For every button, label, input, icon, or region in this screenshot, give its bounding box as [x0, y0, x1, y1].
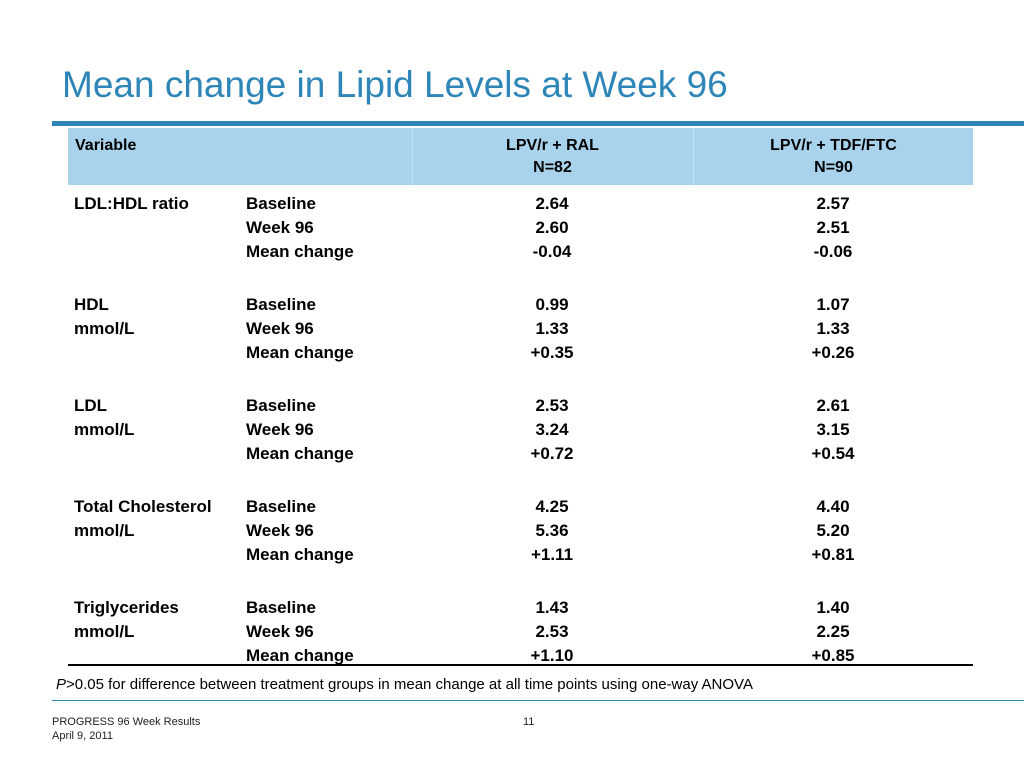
metric-week96: Week 96 — [246, 622, 314, 641]
variable-unit: mmol/L — [74, 420, 135, 439]
value-cell: 2.51 — [816, 218, 850, 237]
variable-label: HDL mmol/L — [74, 293, 246, 341]
header-arm-1-n: N=82 — [533, 159, 572, 176]
value-cell: 2.60 — [535, 218, 569, 237]
table-row-group: LDL mmol/L Baseline Week 96 Mean change … — [68, 394, 973, 495]
header-arm-1: LPV/r + RAL N=82 — [412, 128, 692, 185]
metric-baseline: Baseline — [246, 598, 316, 617]
footnote-p-symbol: P — [56, 676, 67, 693]
table-row-group: LDL:HDL ratio Baseline Week 96 Mean chan… — [68, 192, 973, 293]
header-arm-2-name: LPV/r + TDF/FTC — [770, 137, 897, 154]
arm-1-values: 1.43 2.53 +1.10 — [412, 596, 692, 668]
value-cell: 1.40 — [816, 598, 850, 617]
variable-unit: mmol/L — [74, 521, 135, 540]
metric-mean-change: Mean change — [246, 545, 354, 564]
metric-week96: Week 96 — [246, 218, 314, 237]
value-cell: 4.25 — [535, 497, 569, 516]
metric-mean-change: Mean change — [246, 444, 354, 463]
footer-divider — [52, 700, 1024, 701]
variable-unit: mmol/L — [74, 622, 135, 641]
metric-labels: Baseline Week 96 Mean change — [246, 293, 416, 365]
value-cell: -0.06 — [813, 242, 853, 261]
value-cell: 1.43 — [535, 598, 569, 617]
value-cell: 3.15 — [816, 420, 850, 439]
metric-mean-change: Mean change — [246, 646, 354, 665]
variable-label: LDL mmol/L — [74, 394, 246, 442]
value-cell: 5.36 — [535, 521, 569, 540]
metric-week96: Week 96 — [246, 319, 314, 338]
table-header: Variable LPV/r + RAL N=82 LPV/r + TDF/FT… — [68, 128, 973, 185]
value-cell: 1.33 — [535, 319, 569, 338]
metric-mean-change: Mean change — [246, 343, 354, 362]
value-cell: +0.85 — [811, 646, 855, 665]
value-cell: 2.61 — [816, 396, 850, 415]
variable-name: Total Cholesterol — [74, 497, 212, 516]
value-cell: 5.20 — [816, 521, 850, 540]
metric-week96: Week 96 — [246, 420, 314, 439]
table-row-group: Total Cholesterol mmol/L Baseline Week 9… — [68, 495, 973, 596]
table-body: LDL:HDL ratio Baseline Week 96 Mean chan… — [68, 192, 973, 697]
variable-label: Total Cholesterol mmol/L — [74, 495, 246, 543]
footer-info: PROGRESS 96 Week Results April 9, 2011 — [52, 715, 200, 743]
table-row-group: Triglycerides mmol/L Baseline Week 96 Me… — [68, 596, 973, 697]
metric-week96: Week 96 — [246, 521, 314, 540]
metric-baseline: Baseline — [246, 396, 316, 415]
metric-labels: Baseline Week 96 Mean change — [246, 192, 416, 264]
footer-date: April 9, 2011 — [52, 730, 113, 742]
metric-labels: Baseline Week 96 Mean change — [246, 495, 416, 567]
arm-1-values: 2.64 2.60 -0.04 — [412, 192, 692, 264]
arm-1-values: 0.99 1.33 +0.35 — [412, 293, 692, 365]
value-cell: +0.54 — [811, 444, 855, 463]
value-cell: 2.25 — [816, 622, 850, 641]
arm-1-values: 2.53 3.24 +0.72 — [412, 394, 692, 466]
variable-label: LDL:HDL ratio — [74, 192, 246, 216]
table-row-group: HDL mmol/L Baseline Week 96 Mean change … — [68, 293, 973, 394]
header-arm-1-name: LPV/r + RAL — [506, 137, 599, 154]
metric-baseline: Baseline — [246, 497, 316, 516]
table-bottom-rule — [68, 664, 973, 666]
variable-label: Triglycerides mmol/L — [74, 596, 246, 644]
variable-name: HDL — [74, 295, 109, 314]
metric-labels: Baseline Week 96 Mean change — [246, 394, 416, 466]
value-cell: 4.40 — [816, 497, 850, 516]
arm-2-values: 2.61 3.15 +0.54 — [693, 394, 973, 466]
value-cell: +0.81 — [811, 545, 855, 564]
value-cell: 1.33 — [816, 319, 850, 338]
value-cell: +0.26 — [811, 343, 855, 362]
metric-mean-change: Mean change — [246, 242, 354, 261]
value-cell: 1.07 — [816, 295, 850, 314]
value-cell: 2.64 — [535, 194, 569, 213]
arm-1-values: 4.25 5.36 +1.11 — [412, 495, 692, 567]
value-cell: -0.04 — [532, 242, 572, 261]
value-cell: 0.99 — [535, 295, 569, 314]
variable-name: LDL:HDL ratio — [74, 194, 189, 213]
variable-name: Triglycerides — [74, 598, 179, 617]
value-cell: +0.72 — [530, 444, 574, 463]
metric-baseline: Baseline — [246, 295, 316, 314]
value-cell: 2.53 — [535, 622, 569, 641]
header-arm-2-n: N=90 — [814, 159, 853, 176]
header-variable: Variable — [75, 137, 137, 154]
arm-2-values: 2.57 2.51 -0.06 — [693, 192, 973, 264]
value-cell: +1.11 — [530, 545, 574, 564]
slide-title: Mean change in Lipid Levels at Week 96 — [62, 64, 728, 105]
header-arm-2: LPV/r + TDF/FTC N=90 — [693, 128, 973, 185]
value-cell: 2.53 — [535, 396, 569, 415]
arm-2-values: 1.07 1.33 +0.26 — [693, 293, 973, 365]
arm-2-values: 1.40 2.25 +0.85 — [693, 596, 973, 668]
metric-labels: Baseline Week 96 Mean change — [246, 596, 416, 668]
arm-2-values: 4.40 5.20 +0.81 — [693, 495, 973, 567]
page-number: 11 — [523, 716, 535, 728]
title-divider — [52, 121, 1024, 126]
value-cell: +0.35 — [530, 343, 574, 362]
footnote: P>0.05 for difference between treatment … — [56, 676, 753, 693]
value-cell: +1.10 — [530, 646, 574, 665]
metric-baseline: Baseline — [246, 194, 316, 213]
footnote-text: >0.05 for difference between treatment g… — [66, 676, 753, 693]
variable-name: LDL — [74, 396, 108, 415]
footer-presentation-name: PROGRESS 96 Week Results — [52, 716, 201, 728]
value-cell: 2.57 — [816, 194, 850, 213]
value-cell: 3.24 — [535, 420, 569, 439]
variable-unit: mmol/L — [74, 319, 135, 338]
